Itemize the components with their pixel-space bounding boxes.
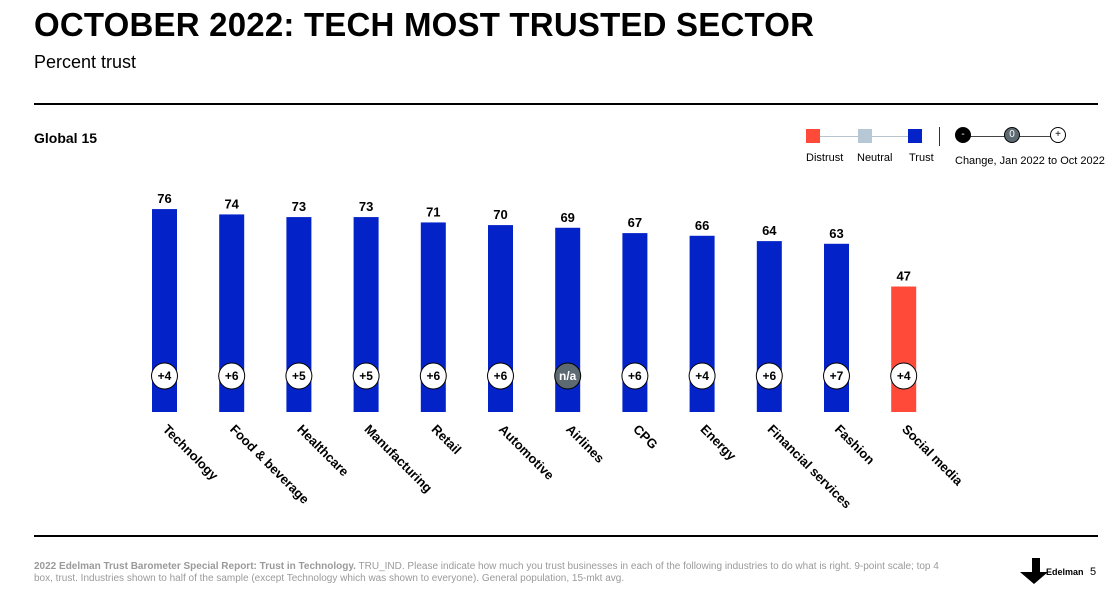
bar-value-label: 66 xyxy=(695,218,709,233)
change-value-label: +6 xyxy=(225,369,239,383)
legend-trust-label: Trust xyxy=(909,152,934,164)
change-circle xyxy=(487,362,514,390)
change-circle xyxy=(890,362,918,390)
source-details: TRU_IND. Please indicate how much you tr… xyxy=(34,561,939,584)
legend-change-plus-icon: + xyxy=(1050,127,1066,143)
bar-value-label: 73 xyxy=(359,199,373,214)
bar-value-label: 70 xyxy=(493,207,507,222)
legend-neutral-label: Neutral xyxy=(857,152,893,164)
category-label: Airlines xyxy=(563,422,607,466)
category-label: Healthcare xyxy=(294,422,352,480)
top-divider xyxy=(34,103,1098,105)
brand-name: Edelman xyxy=(1046,567,1084,577)
change-circle xyxy=(755,362,783,390)
change-circle xyxy=(823,362,850,390)
bar xyxy=(891,286,917,412)
bottom-divider xyxy=(34,535,1098,537)
change-value-label: +6 xyxy=(628,369,642,383)
legend-neutral-swatch xyxy=(858,129,872,143)
edelman-logo-icon xyxy=(1020,558,1048,584)
region-label: Global 15 xyxy=(34,130,98,146)
change-circle xyxy=(218,362,246,390)
category-label: Retail xyxy=(429,422,465,458)
category-label: Manufacturing xyxy=(361,422,435,496)
change-circle xyxy=(621,362,649,390)
category-label: Technology xyxy=(160,422,222,484)
bar-value-label: 71 xyxy=(426,204,440,219)
source-footnote: 2022 Edelman Trust Barometer Special Rep… xyxy=(34,561,954,585)
page-subtitle: Percent trust xyxy=(34,52,137,72)
change-value-label: +7 xyxy=(830,369,844,383)
category-label: Social media xyxy=(899,422,966,489)
legend-separator xyxy=(939,127,940,146)
bar-value-label: 73 xyxy=(292,199,306,214)
change-value-label: +4 xyxy=(695,369,709,383)
change-circle xyxy=(688,362,716,390)
change-value-label: +5 xyxy=(359,369,373,383)
bar-value-label: 67 xyxy=(628,215,642,230)
bar-value-label: 47 xyxy=(896,269,910,284)
legend-change-minus-icon: - xyxy=(955,127,971,143)
bar-value-label: 76 xyxy=(157,191,171,206)
bar-value-label: 63 xyxy=(829,226,843,241)
category-label: Fashion xyxy=(832,422,878,468)
change-circle xyxy=(352,362,380,390)
bar-value-label: 69 xyxy=(560,210,574,225)
change-circle xyxy=(151,362,178,390)
page-title: OCTOBER 2022: TECH MOST TRUSTED SECTOR xyxy=(34,6,815,43)
change-value-label: +4 xyxy=(158,369,172,383)
change-circle xyxy=(285,362,313,390)
change-value-label: +6 xyxy=(762,369,776,383)
category-label: Energy xyxy=(697,422,739,464)
bar-value-label: 74 xyxy=(224,196,239,211)
legend-trust-swatch xyxy=(908,129,922,143)
legend-change-zero-icon: 0 xyxy=(1004,127,1020,143)
change-circle xyxy=(419,362,447,390)
page-number: 5 xyxy=(1090,566,1097,578)
source-title: 2022 Edelman Trust Barometer Special Rep… xyxy=(34,561,356,572)
change-circle xyxy=(554,362,582,390)
change-value-label: n/a xyxy=(559,369,577,383)
change-value-label: +4 xyxy=(897,369,911,383)
legend-distrust-label: Distrust xyxy=(806,152,844,164)
legend-change-label: Change, Jan 2022 to Oct 2022 xyxy=(955,155,1105,167)
bar-value-label: 64 xyxy=(762,223,777,238)
legend-distrust-swatch xyxy=(806,129,820,143)
category-label: CPG xyxy=(630,422,661,453)
change-value-label: +6 xyxy=(494,369,508,383)
change-value-label: +5 xyxy=(292,369,306,383)
change-value-label: +6 xyxy=(426,369,440,383)
category-label: Automotive xyxy=(496,422,557,483)
